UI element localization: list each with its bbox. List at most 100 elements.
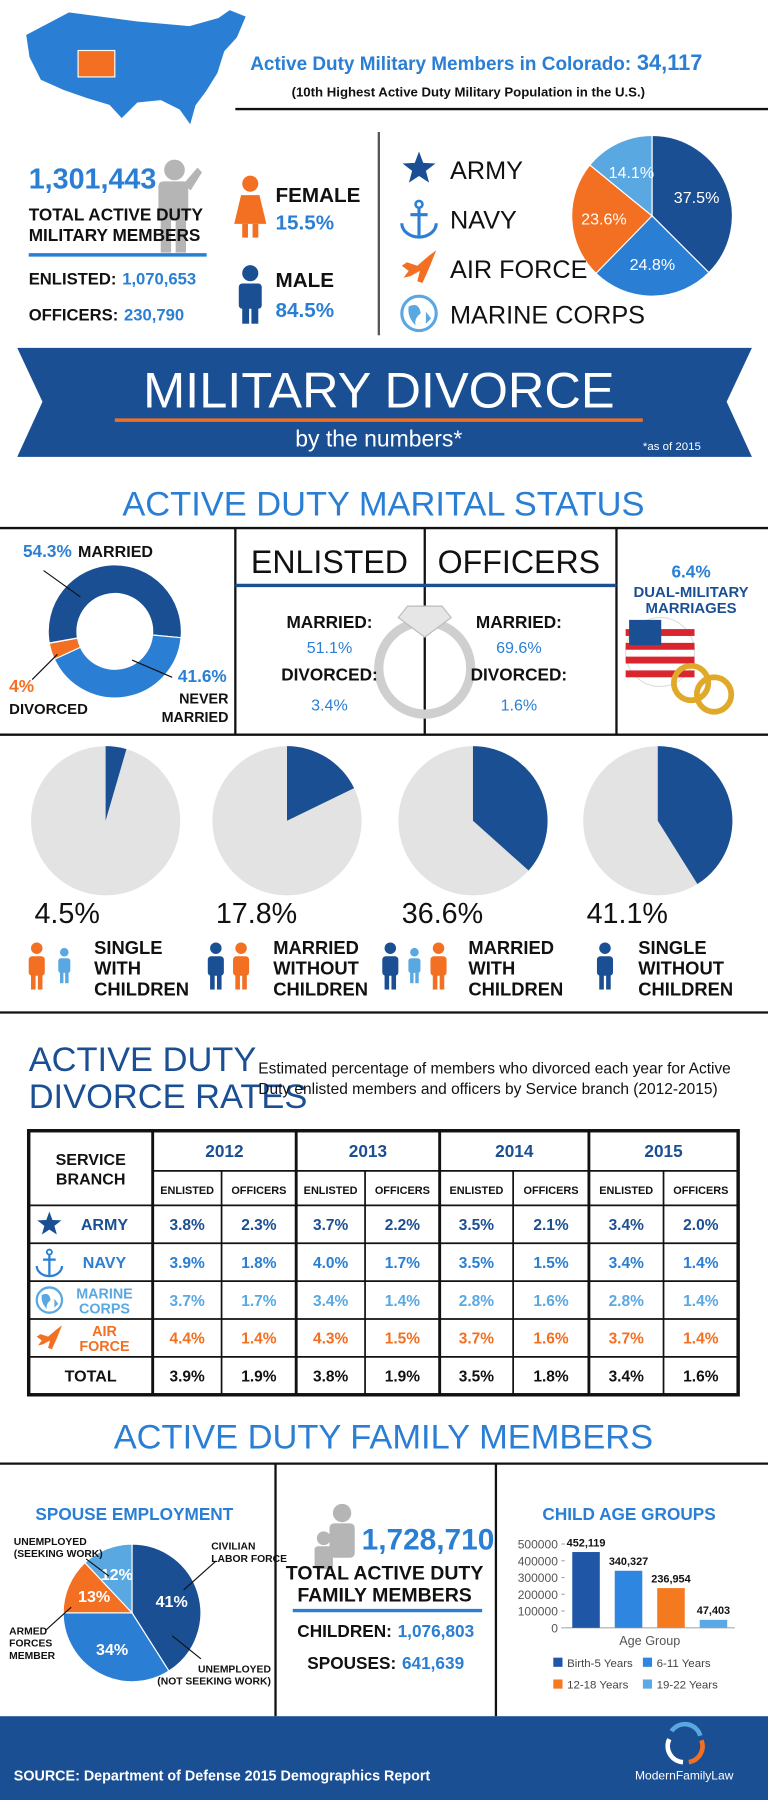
rate-cell: 2.3%	[241, 1217, 277, 1234]
pie-slice	[657, 746, 733, 885]
category-label: WITHOUT	[638, 958, 724, 979]
category-label: CHILDREN	[468, 978, 563, 999]
spouses-count-value: 641,639	[402, 1653, 464, 1673]
rate-cell: 2.1%	[533, 1217, 569, 1234]
person-head	[599, 942, 611, 954]
spouses-count: SPOUSES: 641,639	[307, 1653, 464, 1673]
category-label: NEVER	[179, 692, 229, 708]
description: Estimated percentage of members who divo…	[258, 1060, 731, 1077]
chart-title: SPOUSE EMPLOYMENT	[35, 1504, 233, 1524]
pie-slice	[651, 134, 733, 274]
value-label: 13%	[78, 1588, 110, 1606]
pie-slice	[47, 564, 182, 644]
officers-total-label: OFFICERS:	[29, 305, 119, 324]
column-header: ENLISTED	[599, 1185, 653, 1197]
header-title: Active Duty Military Members in Colorado…	[250, 50, 702, 75]
legend-swatch	[642, 1657, 653, 1667]
group-heading: OFFICERS	[438, 544, 600, 580]
rate-cell: 1.5%	[385, 1331, 421, 1348]
person-body	[58, 958, 71, 973]
person-head	[432, 942, 445, 954]
person-icon	[430, 942, 447, 990]
rate-cell: 3.8%	[169, 1217, 205, 1234]
person-leg	[65, 972, 69, 984]
person-leg	[439, 974, 445, 990]
person-icon	[28, 942, 45, 990]
category-label: UNEMPLOYED	[14, 1537, 87, 1548]
rate-cell: 1.8%	[241, 1255, 277, 1272]
chart-title: CHILD AGE GROUPS	[542, 1504, 715, 1524]
anchor-shape	[400, 207, 438, 239]
person-leg	[242, 974, 247, 990]
legend-label: ARMY	[450, 157, 523, 185]
rate-cell: 1.8%	[533, 1369, 569, 1386]
y-tick-label: 0	[551, 1621, 558, 1635]
category-label: MARRIED	[468, 937, 554, 958]
family-total: 1,728,710	[362, 1524, 495, 1557]
rate-cell: 1.9%	[241, 1369, 277, 1386]
person-leg	[606, 974, 611, 990]
family-icon	[314, 1503, 355, 1570]
children-count-label: CHILDREN:	[297, 1621, 392, 1641]
rate-cell: 3.7%	[313, 1217, 349, 1234]
value-label: 41.1%	[587, 898, 668, 930]
enlisted-total-value: 1,070,653	[122, 270, 196, 289]
dual-label: DUAL-MILITARY	[634, 584, 749, 601]
branch-name: AIR	[92, 1324, 117, 1340]
rate-cell: 3.7%	[459, 1331, 495, 1348]
brand: ModernFamilyLaw	[635, 1768, 734, 1782]
plane-icon	[401, 250, 437, 283]
married-value: 69.6%	[496, 639, 542, 657]
rate-cell: 1.9%	[385, 1369, 421, 1386]
divorced-label: DIVORCED:	[281, 665, 378, 685]
column-header: ENLISTED	[449, 1185, 503, 1197]
globe-icon	[400, 294, 438, 333]
branch-name: NAVY	[83, 1254, 127, 1272]
legend-label: AIR FORCE	[450, 256, 587, 284]
rate-cell: 2.2%	[385, 1217, 421, 1234]
description: Duty enlisted members and officers by Se…	[258, 1081, 717, 1098]
globe-shape	[400, 294, 438, 333]
us-map	[24, 8, 248, 129]
year-header: 2015	[644, 1141, 683, 1161]
person-leg	[235, 974, 240, 990]
header-subtitle: (10th Highest Active Duty Military Popul…	[292, 84, 645, 99]
person-leg	[216, 974, 222, 990]
value-label: 24.8%	[630, 256, 676, 274]
divorced-label: DIVORCED:	[471, 665, 568, 685]
rate-cell: 3.4%	[609, 1369, 645, 1386]
children-count-value: 1,076,803	[398, 1621, 475, 1641]
person-leg	[210, 974, 215, 990]
person-icon	[233, 942, 250, 990]
person-leg	[599, 974, 604, 990]
divorced-value: 1.6%	[501, 697, 538, 715]
total-members: 1,301,443	[29, 163, 157, 195]
person-leg	[415, 972, 419, 984]
branch-name: CORPS	[79, 1301, 130, 1317]
star-shape	[37, 1211, 62, 1235]
person-leg	[432, 974, 438, 990]
pie-slice	[48, 637, 82, 661]
value-label: 340,327	[609, 1556, 648, 1568]
person-head	[31, 942, 43, 954]
male-value: 84.5%	[276, 299, 335, 322]
person-body	[28, 956, 45, 976]
group-heading: ENLISTED	[251, 544, 408, 580]
person-head	[410, 947, 419, 957]
rate-cell: 3.7%	[609, 1331, 645, 1348]
legend-swatch	[642, 1679, 653, 1689]
branch-name: ARMY	[81, 1216, 129, 1234]
table-corner: BRANCH	[56, 1171, 126, 1189]
rate-cell: 1.4%	[385, 1293, 421, 1310]
rate-cell: 3.7%	[169, 1293, 205, 1310]
person-head	[384, 942, 397, 954]
colorado-state	[77, 49, 116, 78]
branch-name: FORCE	[79, 1339, 129, 1355]
category-label: DIVORCED	[9, 701, 88, 718]
soldier-icon	[158, 159, 203, 253]
category-label: (SEEKING WORK)	[14, 1549, 103, 1560]
person-body	[207, 956, 224, 976]
person-leg	[410, 972, 414, 984]
category-label: WITH	[94, 958, 141, 979]
person-icon	[382, 942, 399, 990]
